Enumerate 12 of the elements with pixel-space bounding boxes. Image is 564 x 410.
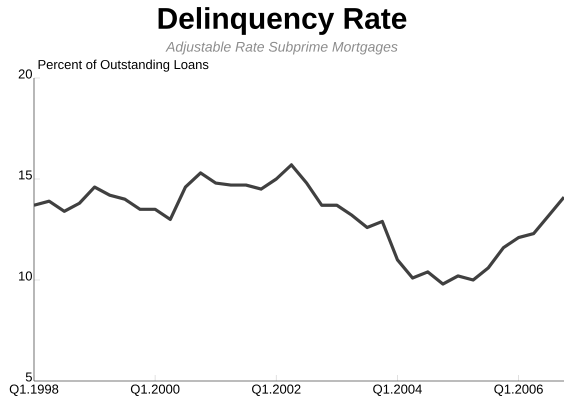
x-tick-label: Q1.2006 <box>494 384 543 396</box>
y-tick-label: 15 <box>19 170 32 180</box>
y-tick-label: 10 <box>19 271 32 281</box>
y-tick-label: 20 <box>18 69 32 79</box>
chart-subtitle: Adjustable Rate Subprime Mortgages <box>165 41 398 54</box>
chart-title: Delinquency Rate <box>158 7 406 35</box>
x-tick-label: Q1.2000 <box>130 384 180 396</box>
y-tick-label: 5 <box>26 372 32 382</box>
y-axis-title: Percent of Outstanding Loans <box>38 60 208 72</box>
x-tick-label: Q1.1998 <box>10 384 58 396</box>
x-tick-label: Q1.2002 <box>252 384 300 396</box>
x-tick-label: Q1.2004 <box>373 384 422 396</box>
